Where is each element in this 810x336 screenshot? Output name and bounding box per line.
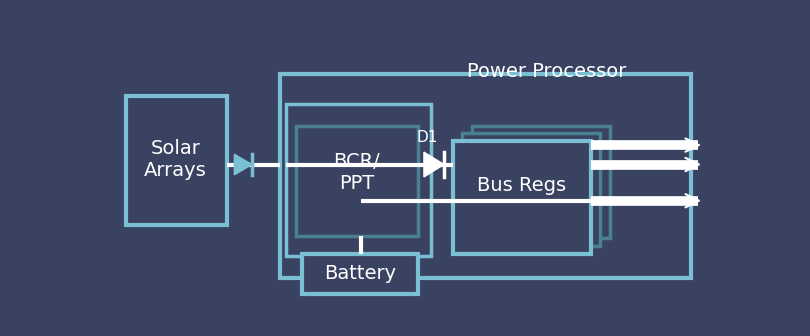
- Text: Battery: Battery: [325, 264, 397, 283]
- Bar: [296, 126, 418, 236]
- Bar: [471, 126, 610, 238]
- Polygon shape: [234, 154, 252, 175]
- Bar: [126, 96, 227, 225]
- Bar: [463, 133, 600, 246]
- Polygon shape: [424, 152, 444, 177]
- Text: BCR/
PPT: BCR/ PPT: [334, 152, 380, 193]
- Text: Power Processor: Power Processor: [467, 62, 627, 81]
- Text: Solar
Arrays: Solar Arrays: [144, 139, 207, 180]
- Text: D1: D1: [416, 130, 437, 145]
- Text: Bus Regs: Bus Regs: [477, 176, 566, 195]
- Bar: [287, 104, 431, 256]
- Bar: [453, 141, 590, 254]
- Bar: [280, 74, 692, 278]
- Bar: [302, 254, 418, 294]
